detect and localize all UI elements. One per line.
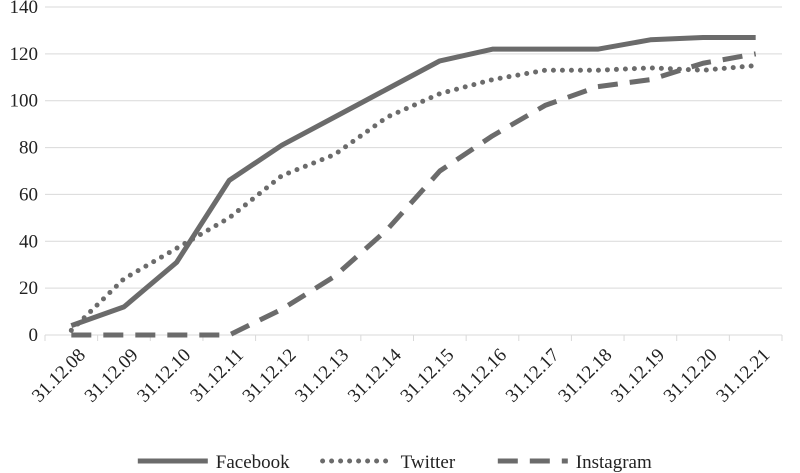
y-tick-label: 100 [10,91,39,112]
x-tick-label: 31.12.16 [449,345,511,407]
y-tick-label: 20 [19,278,38,299]
x-tick-label: 31.12.17 [502,345,564,407]
legend-label-facebook: Facebook [216,452,290,473]
y-tick-label: 40 [19,231,38,252]
x-tick-label: 31.12.08 [28,345,90,407]
x-axis-tick-labels: 31.12.0831.12.0931.12.1031.12.1131.12.12… [28,344,774,406]
x-tick-label: 31.12.18 [554,345,616,407]
series-line-instagram [71,51,757,338]
series-lines [68,34,759,338]
x-tick-label: 31.12.19 [607,345,669,407]
y-tick-label: 140 [10,0,39,18]
x-tick-label: 31.12.10 [133,345,195,407]
x-tick-label: 31.12.15 [397,345,459,407]
x-tick-label: 31.12.20 [660,345,722,407]
y-tick-label: 80 [19,138,38,159]
y-tick-label: 60 [19,184,38,205]
legend: Facebook Twitter Instagram [137,452,652,473]
y-axis-tick-labels: 0 20 40 60 80 100 120 140 [10,0,39,346]
x-tick-label: 31.12.14 [344,344,406,406]
x-tick-label: 31.12.09 [81,345,143,407]
legend-label-twitter: Twitter [401,452,456,473]
x-tick-label: 31.12.21 [712,345,774,407]
legend-label-instagram: Instagram [576,452,652,473]
x-tick-label: 31.12.11 [186,345,247,406]
y-tick-label: 0 [29,325,39,346]
y-tick-label: 120 [10,44,39,65]
x-tick-label: 31.12.13 [291,345,353,407]
x-tick-label: 31.12.12 [239,345,301,407]
series-line-twitter [68,63,759,333]
gridlines [44,6,783,341]
series-line-facebook [70,34,756,328]
